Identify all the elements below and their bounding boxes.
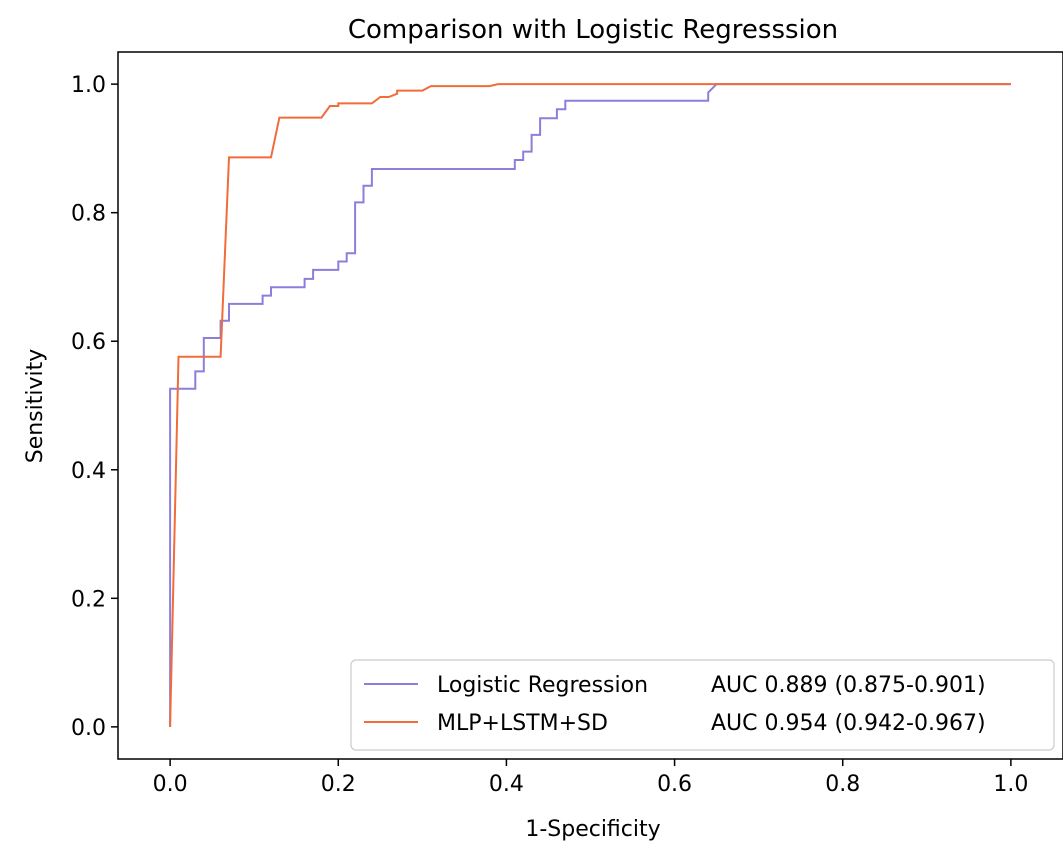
- series-line-mlp-lstm-sd: [169, 83, 1011, 727]
- x-tick-label: 0.0: [153, 772, 188, 797]
- y-tick-label: 1.0: [71, 73, 106, 98]
- legend-metric-logistic: AUC 0.889 (0.875-0.901): [711, 673, 986, 698]
- x-tick-label: 0.6: [657, 772, 692, 797]
- y-tick-label: 0.8: [71, 202, 106, 227]
- legend: Logistic Regression AUC 0.889 (0.875-0.9…: [350, 659, 1055, 751]
- x-tick-label: 0.8: [825, 772, 860, 797]
- y-tick-label: 0.4: [71, 459, 106, 484]
- x-tick-label: 1.0: [993, 772, 1028, 797]
- x-axis-label: 1-Specificity: [525, 817, 660, 842]
- x-axis-ticks: 0.0 0.2 0.4 0.6 0.8 1.0: [153, 759, 1028, 797]
- y-tick-label: 0.0: [71, 716, 106, 741]
- plot-area: 0.0 0.2 0.4 0.6 0.8 1.0 0.0 0.2 0.4 0.6 0.8 1.0: [71, 51, 1063, 797]
- y-tick-label: 0.2: [71, 587, 106, 612]
- legend-metric-mlp: AUC 0.954 (0.942-0.967): [711, 711, 986, 736]
- legend-label-mlp: MLP+LSTM+SD: [437, 711, 608, 736]
- series-layer: [169, 83, 1011, 727]
- x-tick-label: 0.2: [321, 772, 356, 797]
- x-tick-label: 0.4: [489, 772, 524, 797]
- legend-box: [350, 659, 1055, 751]
- y-axis-ticks: 0.0 0.2 0.4 0.6 0.8 1.0: [71, 73, 118, 741]
- legend-label-logistic: Logistic Regression: [437, 673, 648, 698]
- y-axis-label: Sensitivity: [23, 349, 48, 464]
- y-tick-label: 0.6: [71, 330, 106, 355]
- plot-frame: [117, 51, 1063, 760]
- chart-title: Comparison with Logistic Regresssion: [348, 15, 838, 45]
